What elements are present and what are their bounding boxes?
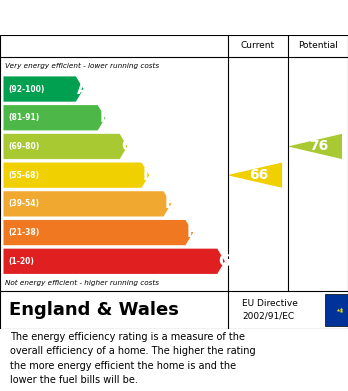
Text: E: E [165,196,175,212]
Polygon shape [3,163,149,188]
Polygon shape [227,163,282,188]
Text: England & Wales: England & Wales [9,301,179,319]
Polygon shape [3,191,171,217]
Polygon shape [3,134,127,159]
Text: 76: 76 [309,140,328,153]
Text: EU Directive
2002/91/EC: EU Directive 2002/91/EC [242,299,298,321]
Text: Not energy efficient - higher running costs: Not energy efficient - higher running co… [5,280,159,286]
Text: (21-38): (21-38) [9,228,40,237]
Text: F: F [187,225,197,240]
Text: Potential: Potential [298,41,338,50]
Text: 66: 66 [249,168,268,182]
Text: D: D [143,168,156,183]
Polygon shape [3,105,105,130]
Text: (1-20): (1-20) [9,257,34,266]
Polygon shape [3,76,84,102]
Text: (81-91): (81-91) [9,113,40,122]
Text: A: A [77,82,89,97]
Text: (55-68): (55-68) [9,170,40,179]
Polygon shape [3,220,193,245]
Text: (39-54): (39-54) [9,199,40,208]
Text: The energy efficiency rating is a measure of the
overall efficiency of a home. T: The energy efficiency rating is a measur… [10,332,256,385]
Text: Very energy efficient - lower running costs: Very energy efficient - lower running co… [5,63,159,69]
Text: (92-100): (92-100) [9,84,45,93]
Text: (69-80): (69-80) [9,142,40,151]
Polygon shape [3,249,225,274]
Text: G: G [219,254,231,269]
Text: C: C [121,139,132,154]
Text: Current: Current [241,41,275,50]
Text: Energy Efficiency Rating: Energy Efficiency Rating [9,10,219,25]
Bar [325,294,348,326]
Polygon shape [288,134,342,159]
Text: B: B [99,110,111,125]
